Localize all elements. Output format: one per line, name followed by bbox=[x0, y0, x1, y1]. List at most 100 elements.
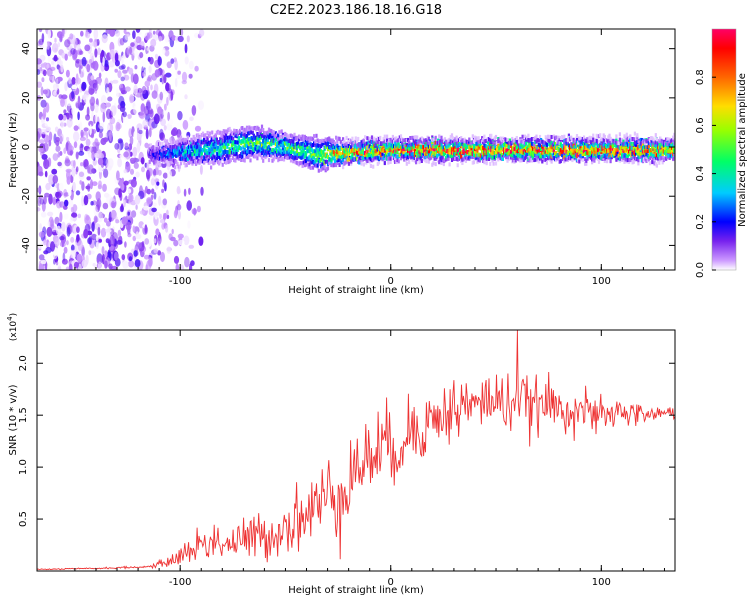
spectrogram-cell bbox=[399, 156, 403, 161]
spectrogram-cell bbox=[454, 144, 457, 149]
spectrogram-cell bbox=[493, 151, 496, 155]
spectrogram-cell bbox=[140, 41, 145, 49]
spectrogram-cell bbox=[298, 137, 301, 142]
spectrogram-cell bbox=[384, 138, 387, 143]
spectrogram-cell bbox=[63, 199, 69, 207]
spectrogram-cell bbox=[77, 202, 81, 214]
spectrogram-cell bbox=[589, 143, 592, 148]
spectrogram-cell bbox=[631, 152, 634, 156]
spectrogram-cell bbox=[183, 160, 186, 165]
spectrogram-cell bbox=[120, 76, 125, 82]
spectrogram-cell bbox=[176, 122, 181, 129]
spectrogram-cell bbox=[424, 151, 427, 156]
spectrogram-cell bbox=[650, 148, 653, 153]
spectrogram-cell bbox=[333, 141, 337, 146]
spectrogram-cell bbox=[434, 156, 437, 161]
spectrogram-cell bbox=[199, 135, 202, 140]
spectrogram-cell bbox=[446, 149, 449, 153]
spectrogram-cell bbox=[632, 137, 635, 142]
spectrogram-cell bbox=[513, 159, 516, 164]
spectrogram-cell bbox=[332, 150, 335, 155]
spectrogram-cell bbox=[485, 138, 488, 143]
spectrogram-cell bbox=[379, 135, 382, 140]
spectrogram-cell bbox=[186, 149, 189, 154]
spectrogram-cell bbox=[169, 159, 172, 164]
spectrogram-cell bbox=[421, 151, 425, 156]
spectrogram-cell bbox=[360, 161, 363, 166]
spectrogram-cell bbox=[514, 156, 517, 160]
spectrogram-cell bbox=[153, 157, 156, 162]
spectrogram-cell bbox=[437, 153, 440, 158]
spectrogram-cell bbox=[509, 155, 513, 160]
spectrogram-cell bbox=[593, 148, 596, 153]
spectrogram-cell bbox=[609, 136, 612, 141]
spectrogram-cell bbox=[54, 216, 60, 225]
spectrogram-cell bbox=[528, 139, 531, 144]
spectrogram-cell bbox=[471, 160, 474, 165]
spectrogram-cell bbox=[452, 146, 455, 151]
spectrogram-cell bbox=[191, 138, 194, 143]
spectrogram-cell bbox=[534, 140, 537, 144]
spectrogram-cell bbox=[251, 151, 254, 156]
spectrogram-cell bbox=[470, 152, 473, 156]
spectrogram-cell bbox=[287, 148, 290, 153]
spectrogram-cell bbox=[538, 143, 542, 148]
spectrogram-cell bbox=[98, 79, 102, 86]
spectrogram-cell bbox=[164, 144, 167, 148]
spectrogram-cell bbox=[178, 138, 181, 143]
spectrogram-cell bbox=[243, 147, 246, 152]
spectrogram-cell bbox=[90, 179, 93, 190]
spectrogram-cell bbox=[570, 147, 573, 152]
spectrogram-cell bbox=[386, 138, 389, 143]
spectrogram-cell bbox=[230, 136, 233, 141]
spectrogram-cell bbox=[220, 153, 223, 158]
spectrogram-cell bbox=[394, 157, 397, 162]
spectrogram-cell bbox=[192, 159, 195, 164]
spectrogram-cell bbox=[421, 148, 425, 153]
spectrogram-cell bbox=[655, 140, 658, 145]
spectrogram-cell bbox=[515, 136, 518, 140]
spectrogram-cell bbox=[472, 160, 476, 165]
spectrogram-cell bbox=[318, 162, 321, 167]
spectrogram-cell bbox=[264, 149, 267, 154]
spectrogram-cell bbox=[296, 161, 299, 166]
spectrogram-cell bbox=[641, 139, 645, 144]
spectrogram-cell bbox=[535, 134, 538, 139]
spectrogram-cell bbox=[663, 150, 667, 155]
spectrogram-cell bbox=[342, 153, 345, 158]
spectrogram-cell bbox=[603, 147, 606, 152]
spectrogram-cell bbox=[607, 155, 610, 160]
spectrogram-cell bbox=[175, 36, 179, 43]
spectrogram-cell bbox=[274, 131, 277, 136]
spectrogram-cell bbox=[344, 153, 347, 158]
spectrogram-cell bbox=[317, 168, 320, 173]
spectrogram-cell bbox=[374, 142, 377, 147]
spectrogram-cell bbox=[189, 149, 192, 154]
spectrogram-cell bbox=[359, 158, 362, 163]
spectrogram-cell bbox=[94, 104, 99, 114]
spectrogram-cell bbox=[156, 147, 159, 152]
spectrogram-cell bbox=[563, 139, 566, 144]
spectrogram-cell bbox=[186, 145, 189, 150]
spectrogram-cell bbox=[468, 139, 471, 144]
spectrogram-cell bbox=[222, 144, 225, 149]
spectrogram-cell bbox=[376, 161, 379, 166]
spectrogram-cell bbox=[479, 139, 482, 144]
spectrogram-cell bbox=[575, 143, 579, 147]
spectrogram-cell bbox=[474, 155, 477, 160]
spectrogram-cell bbox=[291, 155, 294, 159]
spectrogram-cell bbox=[277, 137, 280, 142]
spectrogram-cell bbox=[134, 195, 141, 205]
spectrogram-cell bbox=[476, 159, 479, 164]
spectrogram-cell bbox=[399, 152, 403, 157]
spectrogram-cell bbox=[109, 49, 115, 60]
spectrogram-cell bbox=[164, 140, 167, 145]
spectrogram-cell bbox=[147, 56, 151, 62]
spectrogram-cell bbox=[135, 29, 141, 33]
spectrogram-cell bbox=[63, 246, 68, 254]
spectrogram-cell bbox=[376, 151, 379, 156]
spectrogram-cell bbox=[565, 141, 568, 146]
spectrogram-cell bbox=[426, 146, 429, 151]
spectrogram-cell bbox=[548, 142, 551, 147]
spectrogram-cell bbox=[326, 141, 330, 146]
